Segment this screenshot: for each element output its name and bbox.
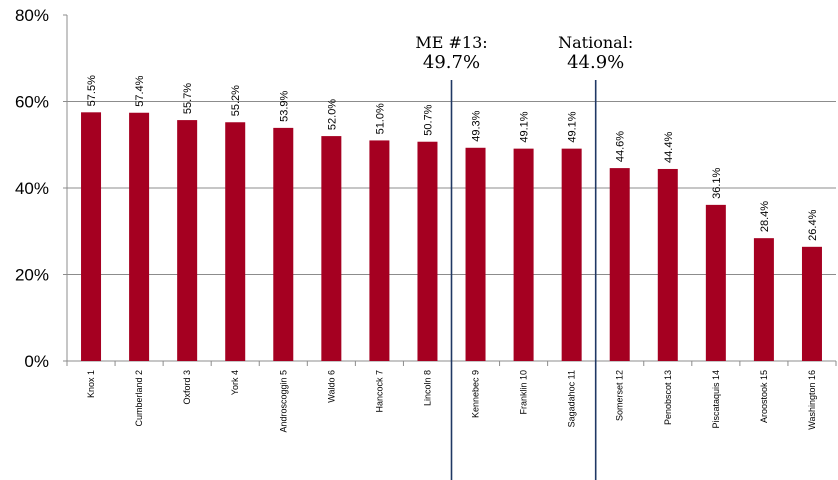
data-label: 55.7% [182, 83, 194, 114]
reference-label-name: National: [558, 33, 633, 52]
bar [801, 246, 822, 361]
data-label: 44.4% [663, 132, 675, 163]
y-tick-label: 0% [24, 352, 49, 371]
data-label: 49.3% [471, 110, 483, 141]
x-tick-label: Androscoggin 5 [278, 370, 288, 433]
data-label: 28.4% [759, 201, 771, 232]
bar [465, 147, 486, 361]
bar [273, 127, 294, 361]
bar [321, 136, 342, 361]
reference-label-value: 49.7% [423, 52, 480, 73]
x-tick-label: Cumberland 2 [134, 370, 144, 427]
x-tick-label: Penobscot 13 [663, 370, 673, 425]
x-tick-label: Sagadahoc 11 [567, 370, 577, 427]
x-tick-label: Aroostook 15 [759, 370, 769, 423]
x-tick-label: Washington 16 [807, 370, 817, 430]
x-tick-label: Kennebec 9 [471, 370, 481, 418]
bar [753, 238, 774, 361]
bar [705, 204, 726, 361]
x-tick-label: Lincoln 8 [422, 370, 432, 406]
y-tick-label: 60% [15, 93, 49, 112]
data-label: 57.5% [86, 75, 98, 106]
bar [513, 148, 534, 361]
data-label: 44.6% [615, 131, 627, 162]
x-tick-label: Somerset 12 [615, 370, 625, 421]
data-label: 57.4% [134, 75, 146, 106]
bar [417, 141, 438, 361]
data-label: 53.9% [278, 90, 290, 121]
y-tick-label: 40% [15, 179, 49, 198]
bar [369, 140, 390, 361]
data-label: 49.1% [519, 111, 531, 142]
y-tick-label: 20% [15, 266, 49, 285]
x-tick-label: Knox 1 [86, 370, 96, 398]
x-tick-label: York 4 [230, 370, 240, 395]
data-label: 55.2% [230, 85, 242, 116]
data-label: 26.4% [807, 209, 819, 240]
data-label: 51.0% [374, 103, 386, 134]
bar [561, 148, 582, 361]
data-label: 50.7% [422, 104, 434, 135]
data-label: 52.0% [326, 99, 338, 130]
bar [81, 112, 102, 361]
reference-label-name: ME #13: [415, 33, 487, 52]
data-label: 49.1% [567, 111, 579, 142]
bar [609, 168, 630, 361]
x-tick-label: Franklin 10 [519, 370, 529, 415]
y-tick-label: 80% [15, 6, 49, 25]
data-label: 36.1% [711, 167, 723, 198]
x-tick-label: Waldo 6 [326, 370, 336, 403]
x-tick-label: Piscataquis 14 [711, 370, 721, 429]
bar [129, 112, 150, 362]
x-tick-label: Hancock 7 [374, 370, 384, 413]
bar [177, 120, 198, 361]
reference-label-value: 44.9% [567, 52, 624, 73]
x-tick-label: Oxford 3 [182, 370, 192, 405]
bar [657, 168, 678, 361]
bar [225, 122, 246, 361]
